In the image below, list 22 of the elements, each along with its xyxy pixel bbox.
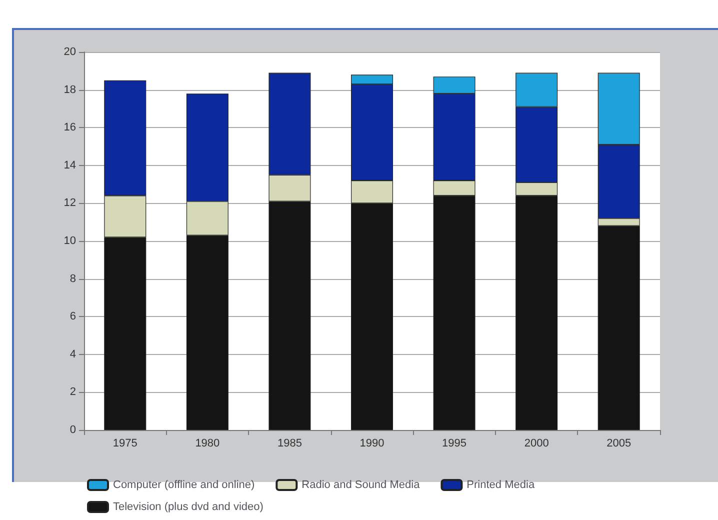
- x-tick-label: 1995: [442, 438, 467, 450]
- y-tick-label: 2: [70, 386, 76, 398]
- x-tick-label: 1985: [277, 438, 302, 450]
- y-tick-label: 4: [70, 348, 76, 360]
- legend-label: Radio and Sound Media: [302, 479, 431, 491]
- y-tick-label: 6: [70, 310, 76, 323]
- y-tick-label: 0: [70, 424, 76, 436]
- y-tick-label: 18: [64, 84, 76, 96]
- x-tick-label: 1980: [195, 438, 220, 450]
- y-tick-label: 16: [64, 122, 76, 134]
- y-tick-label: 20: [64, 46, 76, 58]
- y-tick-label: 10: [64, 235, 76, 247]
- y-tick-label: 14: [64, 159, 76, 172]
- legend-label: Computer (offline and online): [113, 479, 266, 491]
- legend-label: Printed Media: [466, 479, 546, 491]
- x-tick-label: 1990: [360, 438, 384, 450]
- legend-label: Television (plus dvd and video): [113, 501, 274, 513]
- y-tick-label: 12: [64, 197, 76, 210]
- x-tick-label: 1975: [112, 438, 138, 450]
- x-tick-label: 2005: [606, 438, 632, 450]
- x-tick-label: 2000: [524, 438, 549, 450]
- y-tick-label: 8: [70, 272, 76, 285]
